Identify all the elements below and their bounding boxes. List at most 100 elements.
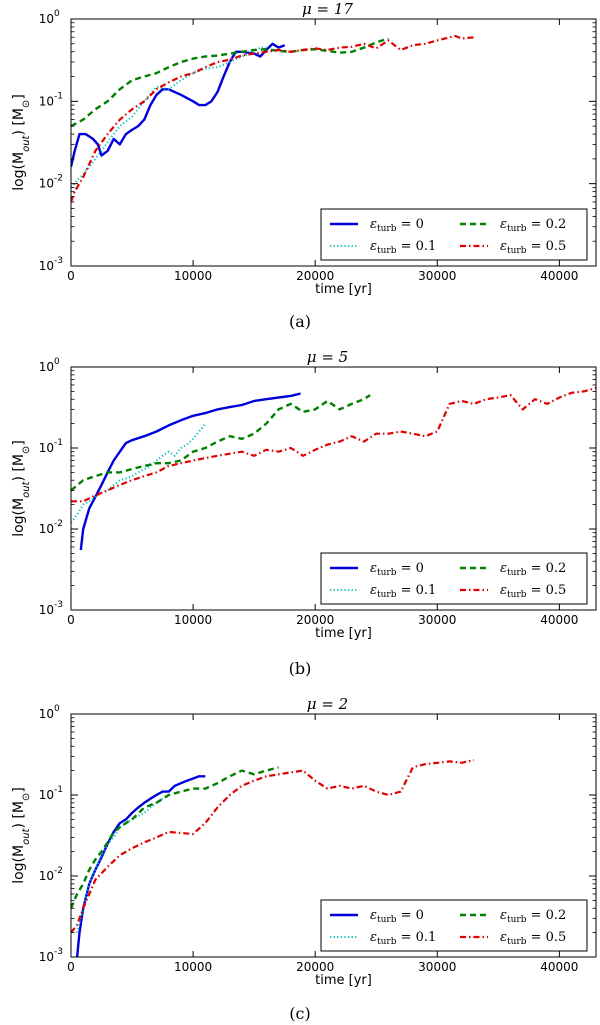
y-tick-base: 10	[39, 441, 54, 455]
y-tick-exponent: 0	[54, 704, 60, 714]
x-tick-label: 0	[67, 613, 75, 627]
legend-label: εturb = 0.5	[500, 583, 566, 600]
y-axis-label: log(Mout) [M⊙]	[11, 787, 32, 884]
x-tick-label: 10000	[174, 960, 212, 974]
chart-title: μ = 2	[307, 695, 348, 713]
y-tick-label: 10 -3	[39, 600, 63, 617]
y-tick-exponent: -3	[54, 947, 63, 957]
series-line-1	[79, 392, 301, 551]
y-tick-label: 10 -3	[39, 947, 63, 964]
y-tick-exponent: -2	[54, 866, 63, 876]
legend: εturb = 0 εturb = 0.2 εturb = 0.1 εturb = 0…	[320, 552, 588, 605]
y-tick-exponent: -2	[54, 519, 63, 529]
x-tick-label: 40000	[540, 269, 578, 283]
x-tick-label: 20000	[296, 269, 334, 283]
y-tick-base: 10	[39, 259, 54, 273]
y-tick-base: 10	[39, 12, 54, 26]
legend: εturb = 0 εturb = 0.2 εturb = 0.1 εturb = 0…	[320, 208, 588, 261]
caption: (a)	[289, 312, 311, 331]
y-tick-label: 10 0	[39, 9, 60, 26]
caption: (b)	[289, 659, 312, 678]
legend-label: εturb = 0.2	[500, 561, 566, 578]
series-line-3	[71, 37, 389, 128]
y-tick-exponent: -2	[54, 174, 63, 184]
legend-box	[320, 899, 588, 952]
y-tick-label: 10 -3	[39, 256, 63, 273]
legend-box	[320, 552, 588, 605]
legend-label: εturb = 0.2	[500, 217, 566, 234]
y-axis-label: log(Mout) [M⊙]	[11, 440, 32, 537]
x-tick-label: 40000	[540, 960, 578, 974]
plot-area	[71, 35, 475, 203]
x-tick-label: 20000	[296, 613, 334, 627]
series-line-3	[71, 394, 371, 492]
series-line-4	[71, 35, 475, 203]
y-tick-base: 10	[39, 788, 54, 802]
y-tick-exponent: -3	[54, 600, 63, 610]
legend-label: εturb = 0.5	[500, 930, 566, 947]
x-tick-label: 30000	[418, 960, 456, 974]
legend: εturb = 0 εturb = 0.2 εturb = 0.1 εturb = 0…	[320, 899, 588, 952]
y-tick-base: 10	[39, 360, 54, 374]
y-tick-base: 10	[39, 869, 54, 883]
x-axis-label: time [yr]	[315, 282, 372, 297]
y-tick-exponent: -3	[54, 256, 63, 266]
y-tick-base: 10	[39, 707, 54, 721]
x-tick-label: 10000	[174, 269, 212, 283]
y-tick-base: 10	[39, 950, 54, 964]
series-line-1	[75, 775, 206, 957]
y-tick-exponent: 0	[54, 357, 60, 367]
y-tick-label: 10 -1	[39, 91, 63, 108]
y-tick-base: 10	[39, 603, 54, 617]
y-tick-label: 10 0	[39, 357, 60, 374]
chart-title: μ = 5	[307, 348, 348, 366]
axes-frame	[70, 366, 597, 611]
legend-label: εturb = 0.1	[370, 930, 436, 947]
legend-label: εturb = 0.2	[500, 908, 566, 925]
legend-label: εturb = 0	[370, 217, 424, 234]
series-line-2	[76, 794, 170, 933]
legend-label: εturb = 0.1	[370, 239, 436, 256]
y-tick-exponent: -1	[54, 438, 63, 448]
axes-frame	[70, 713, 597, 958]
y-tick-base: 10	[39, 177, 54, 191]
y-axis-label: log(Mout) [M⊙]	[11, 94, 32, 191]
axes-frame	[70, 18, 597, 267]
series-line-1	[71, 42, 286, 168]
y-tick-exponent: 0	[54, 9, 60, 19]
y-tick-label: 10 0	[39, 704, 60, 721]
x-tick-label: 0	[67, 960, 75, 974]
legend-label: εturb = 0	[370, 561, 424, 578]
legend-label: εturb = 0	[370, 908, 424, 925]
x-tick-label: 40000	[540, 613, 578, 627]
series-line-4	[71, 759, 475, 934]
y-tick-label: 10 -1	[39, 438, 63, 455]
y-tick-label: 10 -2	[39, 866, 63, 883]
y-tick-base: 10	[39, 522, 54, 536]
y-tick-label: 10 -2	[39, 174, 63, 191]
x-tick-label: 20000	[296, 960, 334, 974]
plot-area	[71, 386, 596, 551]
y-tick-exponent: -1	[54, 785, 63, 795]
legend-box	[320, 208, 588, 261]
y-tick-label: 10 -2	[39, 519, 63, 536]
chart-title: μ = 17	[302, 0, 353, 18]
x-tick-label: 0	[67, 269, 75, 283]
y-tick-base: 10	[39, 94, 54, 108]
x-tick-label: 30000	[418, 613, 456, 627]
y-tick-label: 10 -1	[39, 785, 63, 802]
legend-label: εturb = 0.5	[500, 239, 566, 256]
caption: (c)	[289, 1004, 310, 1023]
y-tick-exponent: -1	[54, 91, 63, 101]
x-axis-label: time [yr]	[315, 626, 372, 641]
x-axis-label: time [yr]	[315, 973, 372, 988]
series-line-2	[71, 46, 267, 189]
legend-label: εturb = 0.1	[370, 583, 436, 600]
x-tick-label: 10000	[174, 613, 212, 627]
series-line-3	[71, 766, 279, 909]
plot-area	[71, 759, 475, 957]
